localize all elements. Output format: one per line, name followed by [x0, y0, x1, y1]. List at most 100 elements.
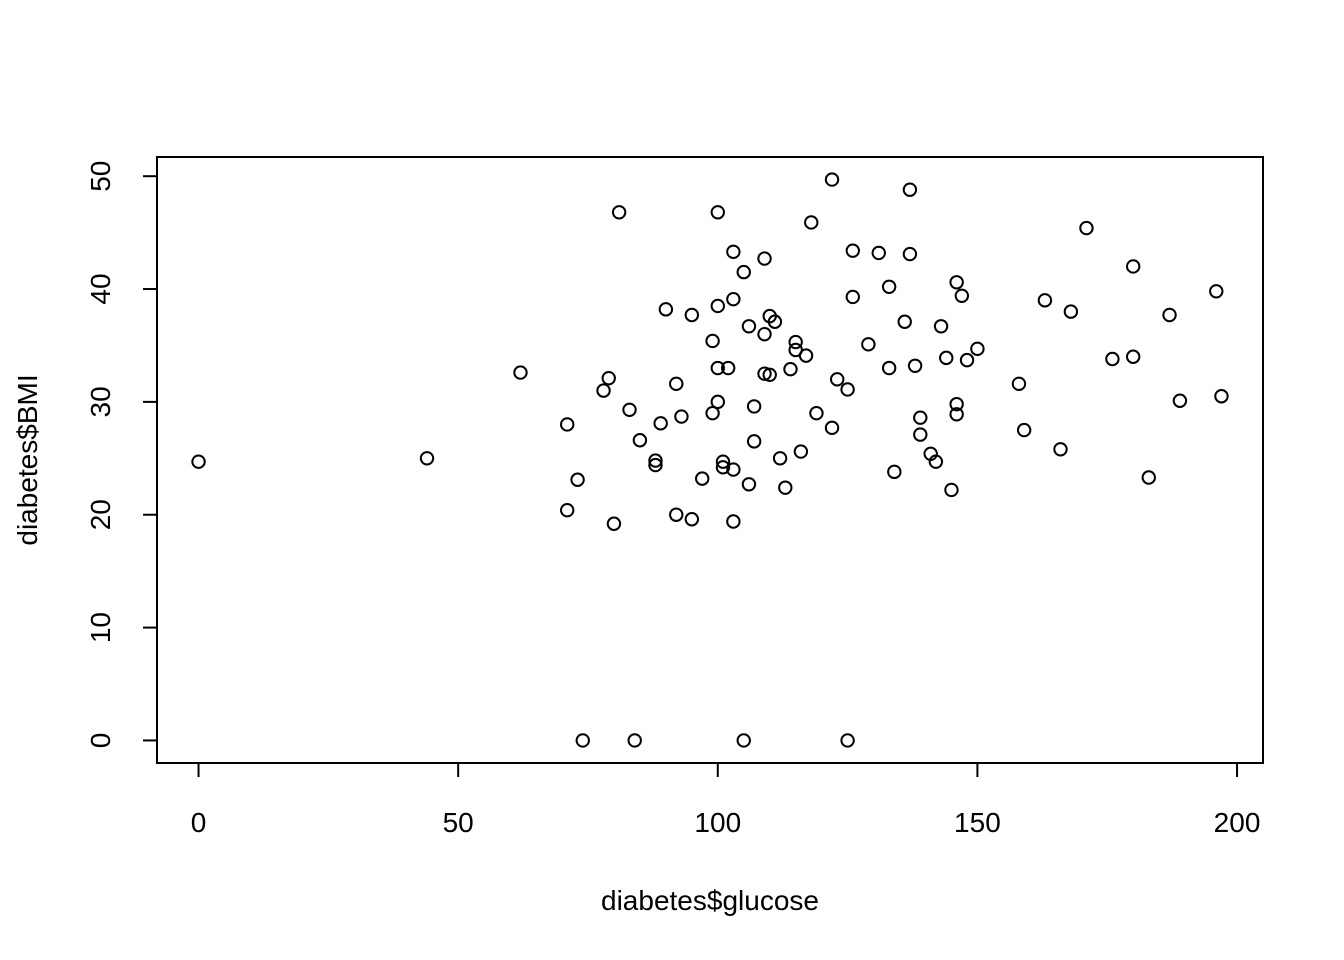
- data-point: [726, 514, 741, 529]
- data-point: [757, 251, 772, 266]
- data-point: [913, 427, 928, 442]
- data-point: [1209, 284, 1224, 299]
- data-point: [715, 460, 731, 475]
- data-point: [804, 215, 819, 230]
- data-point: [1063, 304, 1079, 319]
- data-point: [746, 434, 762, 449]
- data-point: [741, 477, 757, 492]
- data-point: [757, 366, 772, 381]
- data-point: [570, 472, 585, 487]
- data-point: [726, 244, 741, 259]
- data-point: [949, 396, 964, 412]
- points-layer: [191, 172, 1229, 748]
- data-point: [871, 245, 886, 261]
- y-axis-title: diabetes$BMI: [12, 374, 43, 545]
- data-point: [741, 319, 757, 334]
- data-point: [954, 288, 970, 304]
- y-axis: 0 10 20 30 40 50: [85, 161, 158, 748]
- data-point: [653, 416, 668, 431]
- data-point: [762, 367, 777, 382]
- y-tick-label: 30: [85, 386, 116, 417]
- data-point: [648, 457, 663, 473]
- data-point: [736, 733, 751, 748]
- x-tick-label: 0: [191, 807, 207, 838]
- data-point: [684, 307, 700, 323]
- data-point: [622, 402, 637, 417]
- data-point: [939, 350, 954, 366]
- data-point: [560, 503, 575, 518]
- data-point: [1011, 376, 1027, 392]
- data-point: [897, 314, 912, 329]
- data-point: [191, 454, 206, 469]
- data-point: [840, 382, 855, 397]
- data-point: [1037, 293, 1053, 308]
- data-point: [575, 733, 590, 748]
- data-point: [726, 462, 741, 477]
- data-point: [767, 314, 783, 329]
- data-point: [887, 464, 902, 480]
- data-point: [783, 361, 798, 377]
- y-tick-label: 20: [85, 499, 116, 530]
- data-point: [705, 405, 720, 421]
- data-point: [674, 409, 689, 424]
- data-point: [949, 407, 964, 422]
- data-point: [695, 471, 710, 486]
- x-tick-label: 150: [954, 807, 1001, 838]
- data-point: [710, 298, 725, 314]
- data-point: [601, 370, 616, 386]
- y-tick-label: 10: [85, 612, 116, 643]
- data-point: [715, 454, 731, 469]
- data-point: [611, 205, 627, 220]
- x-tick-label: 100: [694, 807, 741, 838]
- data-point: [824, 172, 840, 187]
- data-point: [1105, 351, 1120, 367]
- data-point: [970, 341, 985, 357]
- data-point: [949, 275, 964, 290]
- data-point: [757, 326, 772, 342]
- data-point: [746, 399, 762, 414]
- data-point: [881, 360, 897, 376]
- data-point: [824, 420, 840, 436]
- data-point: [772, 451, 788, 466]
- data-point: [793, 444, 809, 459]
- data-point: [907, 358, 923, 373]
- data-point: [1125, 259, 1141, 274]
- data-point: [902, 246, 918, 262]
- data-point: [419, 451, 435, 466]
- data-point: [560, 417, 575, 432]
- data-point: [710, 360, 725, 376]
- data-point: [881, 279, 897, 294]
- x-tick-label: 200: [1214, 807, 1261, 838]
- data-point: [705, 333, 720, 349]
- data-point: [1162, 307, 1177, 323]
- data-point: [710, 205, 725, 220]
- y-tick-label: 50: [85, 161, 116, 192]
- data-point: [632, 433, 648, 448]
- data-point: [669, 376, 684, 392]
- data-point: [845, 289, 860, 305]
- data-point: [902, 182, 918, 197]
- data-point: [596, 383, 611, 398]
- data-point: [840, 733, 855, 748]
- data-point: [1172, 393, 1188, 408]
- x-axis: 0 50 100 150 200: [191, 762, 1261, 838]
- data-point: [513, 365, 528, 380]
- data-point: [959, 352, 975, 368]
- x-axis-title: diabetes$glucose: [601, 885, 819, 916]
- data-point: [830, 372, 845, 387]
- y-tick-label: 40: [85, 273, 116, 304]
- data-point: [1053, 442, 1068, 457]
- data-point: [726, 291, 741, 307]
- data-point: [606, 516, 622, 531]
- data-point: [809, 405, 824, 421]
- data-point: [1016, 422, 1032, 438]
- plot-box: [156, 156, 1264, 764]
- data-point: [778, 480, 793, 495]
- data-point: [669, 507, 684, 522]
- data-point: [788, 334, 803, 350]
- data-point: [1141, 470, 1156, 485]
- data-point: [928, 454, 944, 469]
- x-tick-label: 50: [443, 807, 474, 838]
- data-point: [1079, 220, 1094, 236]
